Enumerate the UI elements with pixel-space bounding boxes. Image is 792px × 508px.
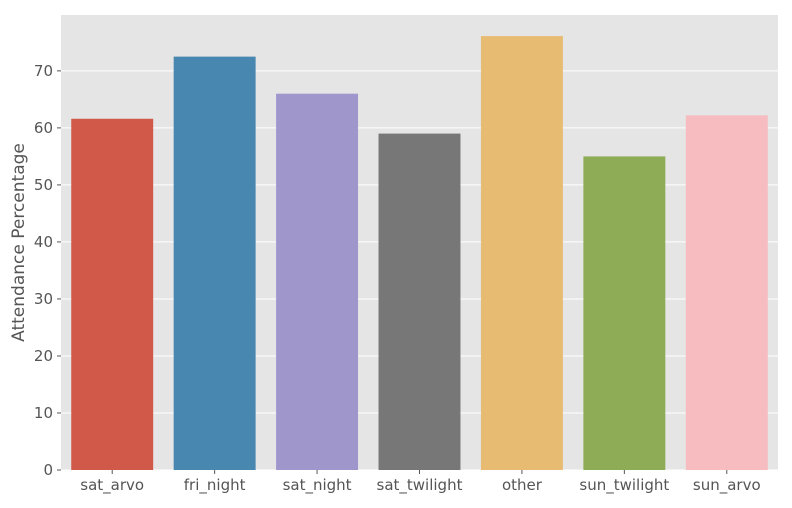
bar-sat_night bbox=[276, 93, 359, 471]
x-tick-label-sat_arvo: sat_arvo bbox=[80, 476, 144, 495]
y-tick-label-10: 10 bbox=[34, 404, 53, 422]
bar-sun_arvo bbox=[685, 115, 768, 470]
y-tick-label-20: 20 bbox=[34, 347, 53, 365]
x-axis-ticks: sat_arvo fri_night sat_night sat_twilight ot… bbox=[80, 470, 761, 495]
bar-sun_twilight bbox=[583, 156, 666, 470]
bar-sat_twilight bbox=[378, 133, 461, 470]
bar-sat_arvo bbox=[71, 118, 154, 471]
y-axis-ticks: 0 10 20 30 40 50 60 70 bbox=[34, 62, 61, 479]
y-tick-label-60: 60 bbox=[34, 119, 53, 137]
y-tick-label-0: 0 bbox=[43, 461, 53, 479]
y-tick-label-50: 50 bbox=[34, 176, 53, 194]
bar-fri_night bbox=[173, 56, 256, 471]
x-tick-label-other: other bbox=[502, 476, 543, 494]
y-tick-label-40: 40 bbox=[34, 233, 53, 251]
y-tick-label-70: 70 bbox=[34, 62, 53, 80]
x-tick-label-sat_twilight: sat_twilight bbox=[377, 476, 463, 495]
y-axis-title: Attendance Percentage bbox=[9, 143, 29, 342]
bar-other bbox=[480, 36, 563, 470]
x-tick-label-fri_night: fri_night bbox=[184, 476, 246, 495]
y-tick-label-30: 30 bbox=[34, 290, 53, 308]
x-tick-label-sun_twilight: sun_twilight bbox=[579, 476, 669, 495]
bars bbox=[71, 36, 768, 471]
x-tick-label-sun_arvo: sun_arvo bbox=[693, 476, 761, 495]
x-tick-label-sat_night: sat_night bbox=[283, 476, 352, 495]
